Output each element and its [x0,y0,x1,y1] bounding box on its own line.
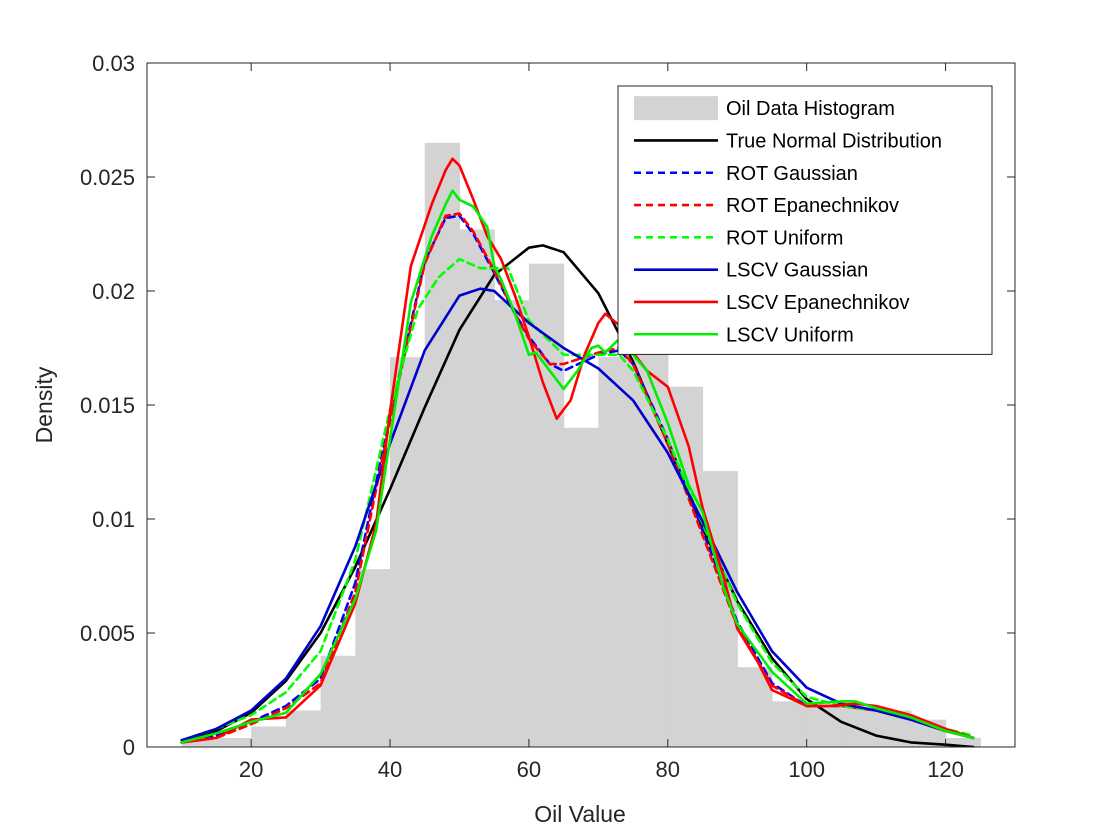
y-tick-label: 0.005 [80,621,135,646]
x-tick-label: 80 [656,757,680,782]
legend-label: LSCV Uniform [726,324,854,346]
histogram-bar [355,569,391,747]
histogram-bar [216,737,252,747]
legend-label: Oil Data Histogram [726,98,895,120]
y-tick-label: 0.015 [80,393,135,418]
legend-label: ROT Epanechnikov [726,195,899,217]
histogram-bar [771,701,808,747]
histogram-bar [494,300,530,747]
series-lines [180,157,975,747]
legend-label: LSCV Epanechnikov [726,292,909,314]
series-line [180,244,975,747]
x-tick-label: 40 [378,757,402,782]
histogram-bar [251,726,287,747]
series-line [180,257,975,742]
x-tick-label: 60 [517,757,541,782]
histogram-bar [181,740,218,747]
x-tick-label: 20 [239,757,263,782]
histogram-bar [598,357,634,747]
histogram-bar [667,386,704,747]
histogram-bar [563,427,599,747]
x-tick-label: 100 [788,757,825,782]
legend-label: ROT Gaussian [726,163,858,185]
legend-label: LSCV Gaussian [726,260,868,282]
x-tick-label: 120 [927,757,964,782]
histogram-bar [285,710,322,747]
legend-box [617,85,993,355]
legend-label: True Normal Distribution [726,130,942,152]
x-axis-label: Oil Value [534,801,626,827]
histogram-bar [806,705,842,747]
histogram-bar [633,320,669,747]
histogram-bar [459,229,495,747]
y-tick-label: 0.025 [80,165,135,190]
axes: 20 40 60 80 100 120 0 0.005 0.01 0.015 0.02 0.025 0.… [80,51,1015,782]
y-tick-label: 0.02 [92,279,135,304]
series-line [180,189,975,744]
legend-label: ROT Uniform [726,227,843,249]
histogram-bar [424,142,461,747]
legend-swatch [634,96,718,121]
y-axis-label: Density [31,366,57,443]
y-tick-label: 0.03 [92,51,135,76]
y-tick-label: 0.01 [92,507,135,532]
histogram-bar [945,737,981,747]
series-line [180,157,975,744]
legend: Oil Data Histogram True Normal Distributi… [617,85,993,355]
y-tick-label: 0 [123,735,135,760]
